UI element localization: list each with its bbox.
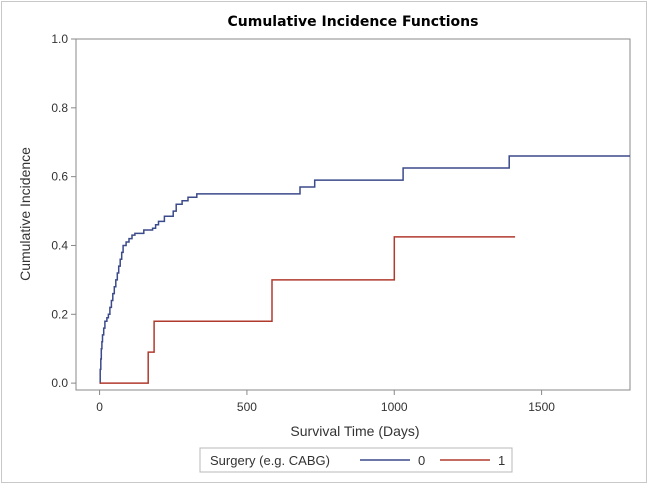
- y-tick-label: 0.6: [51, 170, 68, 184]
- series-line-1: [99, 236, 516, 384]
- plot-area: [75, 38, 631, 391]
- legend-box: [199, 447, 513, 473]
- legend-title: Surgery (e.g. CABG): [210, 453, 330, 468]
- y-axis-label: Cumulative Incidence: [17, 147, 33, 281]
- x-tick-label: 1000: [381, 400, 408, 414]
- y-tick-label: 0.8: [51, 101, 68, 115]
- legend: Surgery (e.g. CABG) 0 1: [199, 447, 513, 473]
- y-tick-label: 0.2: [51, 307, 68, 321]
- x-tick-label: 1500: [528, 400, 555, 414]
- legend-label-0: 0: [418, 453, 425, 468]
- legend-label-1: 1: [498, 453, 505, 468]
- chart-title: Cumulative Incidence Functions: [228, 14, 479, 30]
- x-tick-label: 500: [237, 400, 257, 414]
- x-tick-label: 0: [96, 400, 103, 414]
- series-line-0: [99, 155, 630, 384]
- x-axis-label: Survival Time (Days): [290, 423, 419, 439]
- y-axis: 0.0 0.2 0.4 0.6 0.8 1.0: [51, 32, 76, 390]
- y-tick-label: 1.0: [51, 32, 68, 46]
- y-tick-label: 0.0: [51, 376, 68, 390]
- series-layer: [99, 155, 630, 384]
- y-tick-label: 0.4: [51, 238, 68, 252]
- x-axis: 0 500 1000 1500: [96, 390, 555, 414]
